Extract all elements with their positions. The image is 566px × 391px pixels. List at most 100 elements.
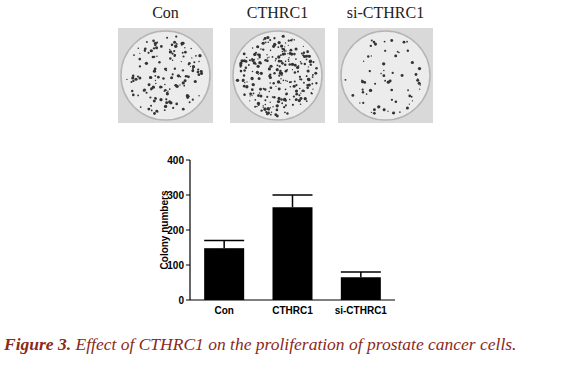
colony bbox=[147, 52, 149, 54]
colony bbox=[290, 49, 293, 52]
colony bbox=[389, 80, 392, 83]
colony bbox=[161, 86, 163, 88]
colony bbox=[278, 87, 281, 90]
colony bbox=[392, 112, 394, 114]
colony bbox=[399, 111, 401, 113]
colony bbox=[285, 61, 287, 63]
colony bbox=[155, 83, 156, 84]
colony bbox=[266, 36, 269, 39]
colony bbox=[138, 77, 141, 80]
colony bbox=[195, 55, 197, 57]
colony bbox=[164, 89, 167, 92]
colony bbox=[169, 50, 172, 53]
colony bbox=[132, 75, 134, 77]
colony bbox=[257, 65, 260, 68]
colony bbox=[295, 98, 298, 101]
colony bbox=[306, 86, 309, 89]
colony bbox=[366, 93, 368, 95]
colonies bbox=[126, 35, 203, 114]
error-bar bbox=[273, 195, 313, 207]
colony bbox=[266, 96, 268, 98]
colony bbox=[265, 42, 267, 44]
colony bbox=[285, 104, 287, 106]
colony bbox=[149, 96, 151, 98]
colony bbox=[262, 107, 263, 108]
colony bbox=[197, 68, 199, 70]
colony bbox=[361, 80, 364, 83]
colony bbox=[248, 64, 250, 66]
colony bbox=[154, 75, 156, 77]
colony bbox=[242, 79, 245, 82]
colony bbox=[267, 112, 270, 115]
colony bbox=[250, 95, 251, 96]
colony bbox=[133, 54, 135, 56]
colony bbox=[169, 57, 171, 59]
colony bbox=[144, 50, 146, 52]
colony bbox=[306, 75, 308, 77]
colony bbox=[175, 85, 178, 88]
colony bbox=[258, 78, 260, 80]
colony bbox=[308, 55, 310, 57]
colony bbox=[137, 47, 139, 49]
colony bbox=[258, 74, 259, 75]
colony bbox=[157, 76, 160, 79]
colony bbox=[173, 41, 176, 44]
colony bbox=[170, 102, 172, 104]
colony bbox=[169, 101, 172, 104]
colony bbox=[291, 63, 294, 66]
colony bbox=[269, 82, 271, 84]
colony bbox=[236, 79, 239, 82]
colony bbox=[186, 96, 189, 99]
colony bbox=[280, 98, 283, 101]
colony bbox=[266, 54, 267, 55]
colony bbox=[182, 69, 184, 71]
colony bbox=[371, 55, 372, 56]
colony bbox=[249, 100, 250, 101]
colony bbox=[268, 91, 270, 93]
colony bbox=[278, 65, 280, 67]
colony bbox=[305, 55, 308, 58]
colony bbox=[277, 100, 280, 103]
colony bbox=[276, 109, 279, 112]
colony bbox=[276, 68, 279, 71]
colony bbox=[312, 74, 314, 76]
colony bbox=[311, 93, 313, 95]
colony bbox=[288, 57, 289, 58]
plate-dish bbox=[341, 31, 430, 120]
colony bbox=[139, 65, 141, 67]
colony bbox=[251, 58, 253, 60]
colony bbox=[292, 104, 294, 106]
colony bbox=[174, 68, 176, 70]
colony bbox=[252, 71, 254, 73]
colony bbox=[171, 44, 174, 47]
colony bbox=[146, 41, 148, 43]
colony bbox=[262, 48, 264, 50]
colony bbox=[294, 71, 297, 74]
colony bbox=[295, 89, 298, 92]
colony bbox=[351, 94, 354, 97]
colony bbox=[284, 111, 286, 113]
colony bbox=[264, 37, 267, 40]
colony bbox=[273, 37, 275, 39]
colony bbox=[415, 73, 418, 76]
error-stem bbox=[292, 195, 294, 207]
colony bbox=[419, 84, 421, 86]
colony bbox=[296, 66, 299, 69]
colony bbox=[289, 50, 290, 51]
error-cap bbox=[204, 240, 244, 242]
colony bbox=[374, 83, 376, 85]
colony bbox=[258, 104, 260, 106]
colony bbox=[155, 98, 157, 100]
colony bbox=[153, 112, 156, 115]
colony bbox=[284, 46, 285, 47]
colony bbox=[390, 39, 393, 42]
colony bbox=[408, 95, 411, 98]
colony bbox=[132, 80, 134, 82]
colony bbox=[418, 82, 421, 85]
colony bbox=[279, 70, 282, 73]
colony bbox=[314, 72, 317, 75]
bar bbox=[204, 248, 244, 300]
colony bbox=[295, 47, 298, 50]
colony bbox=[243, 94, 246, 97]
colony bbox=[239, 62, 242, 65]
